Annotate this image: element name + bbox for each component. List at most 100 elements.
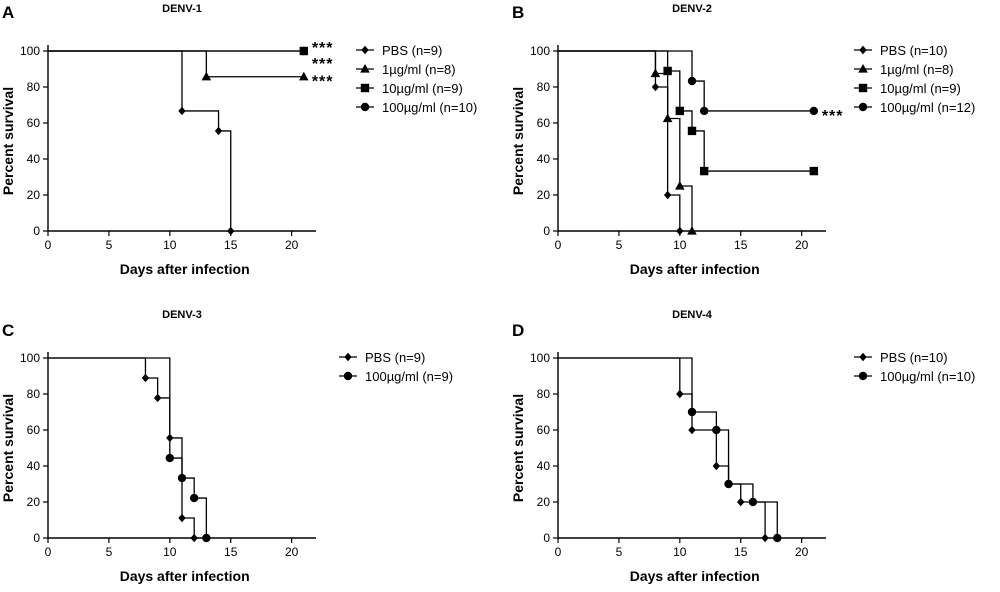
x-tick-label: 0: [555, 545, 562, 559]
y-tick-label: 60: [27, 423, 41, 437]
y-tick-label: 20: [537, 495, 551, 509]
legend-marker: [858, 64, 868, 73]
data-point: [201, 71, 212, 81]
x-tick-label: 20: [285, 238, 299, 252]
legend-label: 100µg/ml (n=12): [880, 100, 975, 115]
y-axis-title: Percent survival: [0, 87, 16, 195]
x-tick-label: 10: [673, 238, 687, 252]
significance-marker: ***: [312, 56, 334, 73]
y-tick-label: 80: [537, 80, 551, 94]
panel-d: D DENV-4 0 20 40 60 80 100 0 5 10 15 20 Days after in…: [510, 309, 975, 584]
data-point: [687, 407, 697, 417]
panel-c: C DENV-3 0 20 40 60 80 100 0 5 10 15 20 Days after in…: [0, 309, 453, 584]
x-tick-label: 5: [616, 238, 623, 252]
series-triangle: [558, 50, 697, 235]
data-point: [202, 533, 211, 543]
y-tick-label: 60: [537, 423, 551, 437]
y-tick-label: 80: [27, 80, 41, 94]
series-square: [558, 50, 819, 176]
y-tick-label: 20: [27, 188, 41, 202]
series-circle: ***: [48, 40, 334, 57]
legend-marker: [859, 45, 867, 55]
legend: PBS (n=9) 100µg/ml (n=9): [339, 350, 453, 384]
y-tick-label: 100: [20, 44, 40, 58]
legend: PBS (n=10) 100µg/ml (n=10): [854, 350, 975, 384]
series-circle: [48, 357, 211, 543]
legend-label: 10µg/ml (n=9): [382, 81, 463, 96]
x-tick-label: 15: [734, 545, 748, 559]
data-point: [699, 106, 709, 116]
y-axis-title: Percent survival: [510, 394, 526, 502]
series-diamond: [558, 50, 684, 236]
y-tick-label: 80: [27, 387, 41, 401]
significance-marker: ***: [312, 40, 334, 57]
x-tick-label: 10: [163, 545, 177, 559]
data-point: [153, 393, 162, 403]
survival-line: [558, 50, 814, 172]
data-point: [724, 479, 733, 489]
series-circle: [558, 357, 782, 543]
series-circle: ***: [558, 50, 843, 125]
x-tick-label: 15: [224, 545, 238, 559]
x-tick-label: 5: [106, 545, 113, 559]
survival-line: [558, 357, 778, 538]
data-point: [299, 46, 309, 56]
x-tick-label: 20: [795, 545, 809, 559]
x-tick-label: 15: [734, 238, 748, 252]
data-point: [299, 71, 309, 81]
x-axis-title: Days after infection: [120, 568, 250, 584]
data-point: [687, 126, 697, 136]
survival-line: [48, 50, 304, 78]
data-point: [177, 473, 187, 483]
survival-line: [48, 357, 195, 538]
data-point: [809, 106, 819, 116]
panel-b: B DENV-2 0 20 40 60 80 100 0 5 10 15 20 Days after in…: [510, 3, 975, 277]
panel-letter: C: [2, 321, 14, 340]
legend-marker: [360, 102, 370, 112]
data-point: [748, 497, 758, 507]
y-tick-label: 20: [27, 495, 41, 509]
legend-label: 100µg/ml (n=10): [880, 369, 975, 384]
survival-line: [558, 357, 766, 538]
data-point: [712, 425, 721, 435]
x-axis-title: Days after infection: [120, 261, 250, 277]
y-tick-label: 80: [537, 387, 551, 401]
y-tick-label: 20: [537, 188, 551, 202]
data-point: [809, 166, 819, 176]
x-tick-label: 15: [224, 238, 238, 252]
data-point: [663, 190, 672, 200]
y-tick-label: 40: [27, 152, 41, 166]
legend-label: PBS (n=10): [880, 43, 948, 58]
x-tick-label: 5: [616, 545, 623, 559]
x-tick-label: 20: [285, 545, 299, 559]
x-tick-label: 0: [555, 238, 562, 252]
data-point: [178, 513, 186, 523]
y-tick-label: 40: [537, 152, 551, 166]
survival-line: [558, 50, 814, 112]
series-triangle: ***: [48, 50, 333, 91]
y-tick-label: 0: [33, 531, 40, 545]
panel-title: DENV-4: [672, 309, 713, 321]
legend: PBS (n=10) 1µg/ml (n=8) 10µg/ml (n=9) 100µg…: [854, 43, 975, 115]
survival-line: [558, 50, 693, 231]
legend-label: 1µg/ml (n=8): [382, 62, 456, 77]
data-point: [650, 68, 661, 78]
series-diamond: [558, 357, 769, 543]
x-tick-label: 5: [106, 238, 113, 252]
data-point: [651, 82, 660, 92]
y-tick-label: 100: [20, 351, 40, 365]
x-axis-title: Days after infection: [630, 261, 760, 277]
legend-marker: [360, 83, 370, 93]
data-point: [675, 106, 685, 116]
y-tick-label: 100: [530, 44, 550, 58]
legend-marker: [360, 64, 370, 73]
legend: PBS (n=9) 1µg/ml (n=8) 10µg/ml (n=9) 100µg/…: [356, 43, 477, 115]
panel-letter: D: [512, 321, 524, 340]
y-axis-title: Percent survival: [0, 394, 16, 502]
panel-title: DENV-2: [672, 3, 712, 15]
legend-marker: [858, 102, 868, 112]
legend-label: PBS (n=10): [880, 350, 948, 365]
data-point: [737, 497, 745, 507]
data-point: [141, 373, 150, 383]
